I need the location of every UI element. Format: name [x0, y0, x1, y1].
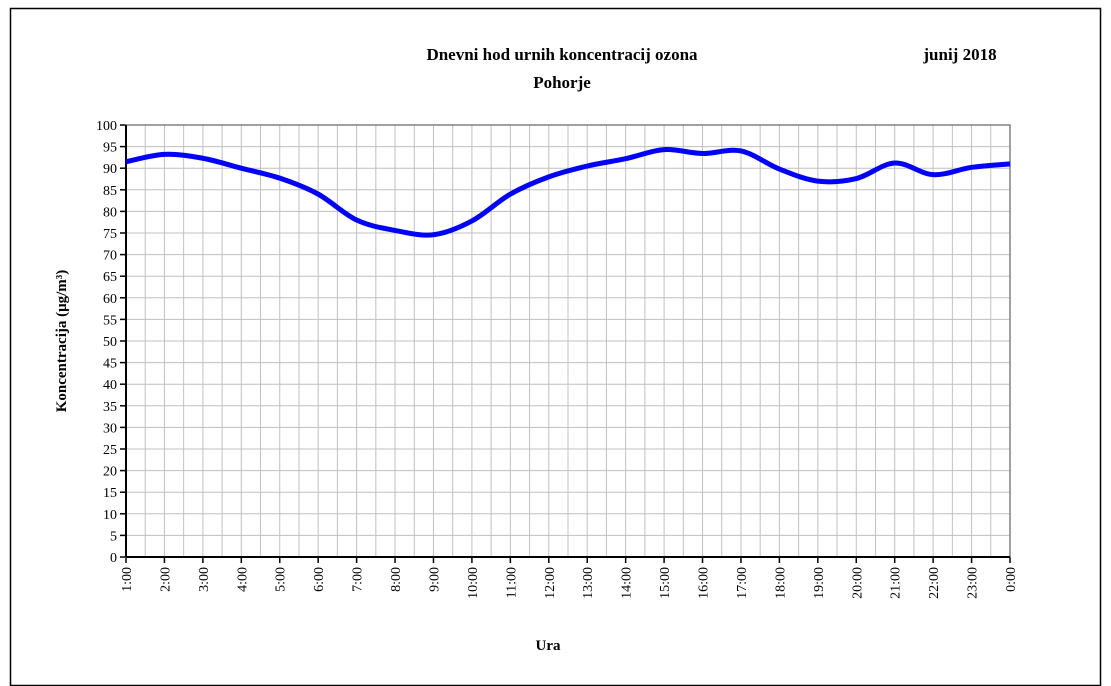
y-tick-label: 0 — [110, 551, 117, 566]
y-tick-label: 85 — [103, 184, 117, 199]
y-tick-label: 55 — [103, 313, 117, 328]
x-tick-label: 21:00 — [889, 567, 904, 599]
x-tick-label: 5:00 — [274, 567, 289, 592]
x-tick-label: 10:00 — [466, 567, 481, 599]
x-tick-label: 11:00 — [504, 567, 519, 598]
x-tick-label: 17:00 — [735, 567, 750, 599]
y-tick-label: 100 — [96, 119, 117, 134]
x-tick-label: 23:00 — [966, 567, 981, 599]
x-tick-label: 1:00 — [120, 567, 135, 592]
x-tick-label: 3:00 — [197, 567, 212, 592]
x-tick-label: 2:00 — [158, 567, 173, 592]
x-tick-label: 8:00 — [389, 567, 404, 592]
y-tick-label: 80 — [103, 205, 117, 220]
x-tick-label: 7:00 — [351, 567, 366, 592]
x-tick-label: 0:00 — [1004, 567, 1019, 592]
x-tick-label: 14:00 — [620, 567, 635, 599]
y-tick-label: 90 — [103, 162, 117, 177]
y-tick-label: 75 — [103, 227, 117, 242]
x-tick-label: 13:00 — [581, 567, 596, 599]
y-tick-label: 35 — [103, 400, 117, 415]
y-tick-label: 95 — [103, 141, 117, 156]
x-tick-label: 16:00 — [697, 567, 712, 599]
x-tick-label: 18:00 — [773, 567, 788, 599]
chart-title: Dnevni hod urnih koncentracij ozona — [426, 45, 698, 64]
x-axis-label: Ura — [536, 638, 561, 654]
y-tick-label: 5 — [110, 529, 117, 544]
y-tick-label: 10 — [103, 508, 117, 523]
y-tick-label: 15 — [103, 486, 117, 501]
plot-area: 0 5 10 15 20 25 30 35 40 45 50 55 60 65 70 75 80 85 90 95 10… — [96, 119, 1019, 599]
y-tick-label: 60 — [103, 292, 117, 307]
x-tick-label: 19:00 — [812, 567, 827, 599]
x-tick-label: 6:00 — [312, 567, 327, 592]
y-axis-label: Koncentracija (μg/m³) — [54, 270, 70, 413]
y-tick-label: 45 — [103, 357, 117, 372]
y-tick-label: 65 — [103, 270, 117, 285]
chart-subtitle: Pohorje — [533, 73, 591, 92]
annotation: junij 2018 — [922, 45, 996, 64]
x-tick-label: 15:00 — [658, 567, 673, 599]
x-tick-label: 22:00 — [927, 567, 942, 599]
x-tick-label: 12:00 — [543, 567, 558, 599]
y-tick-label: 50 — [103, 335, 117, 350]
data-line — [125, 147, 1011, 238]
x-tick-label: 9:00 — [427, 567, 442, 592]
y-tick-label: 25 — [103, 443, 117, 458]
x-tick-label: 20:00 — [850, 567, 865, 599]
y-tick-label: 40 — [103, 378, 117, 393]
y-tick-label: 70 — [103, 249, 117, 264]
y-tick-label: 30 — [103, 421, 117, 436]
x-tick-label: 4:00 — [235, 567, 250, 592]
y-tick-label: 20 — [103, 465, 117, 480]
